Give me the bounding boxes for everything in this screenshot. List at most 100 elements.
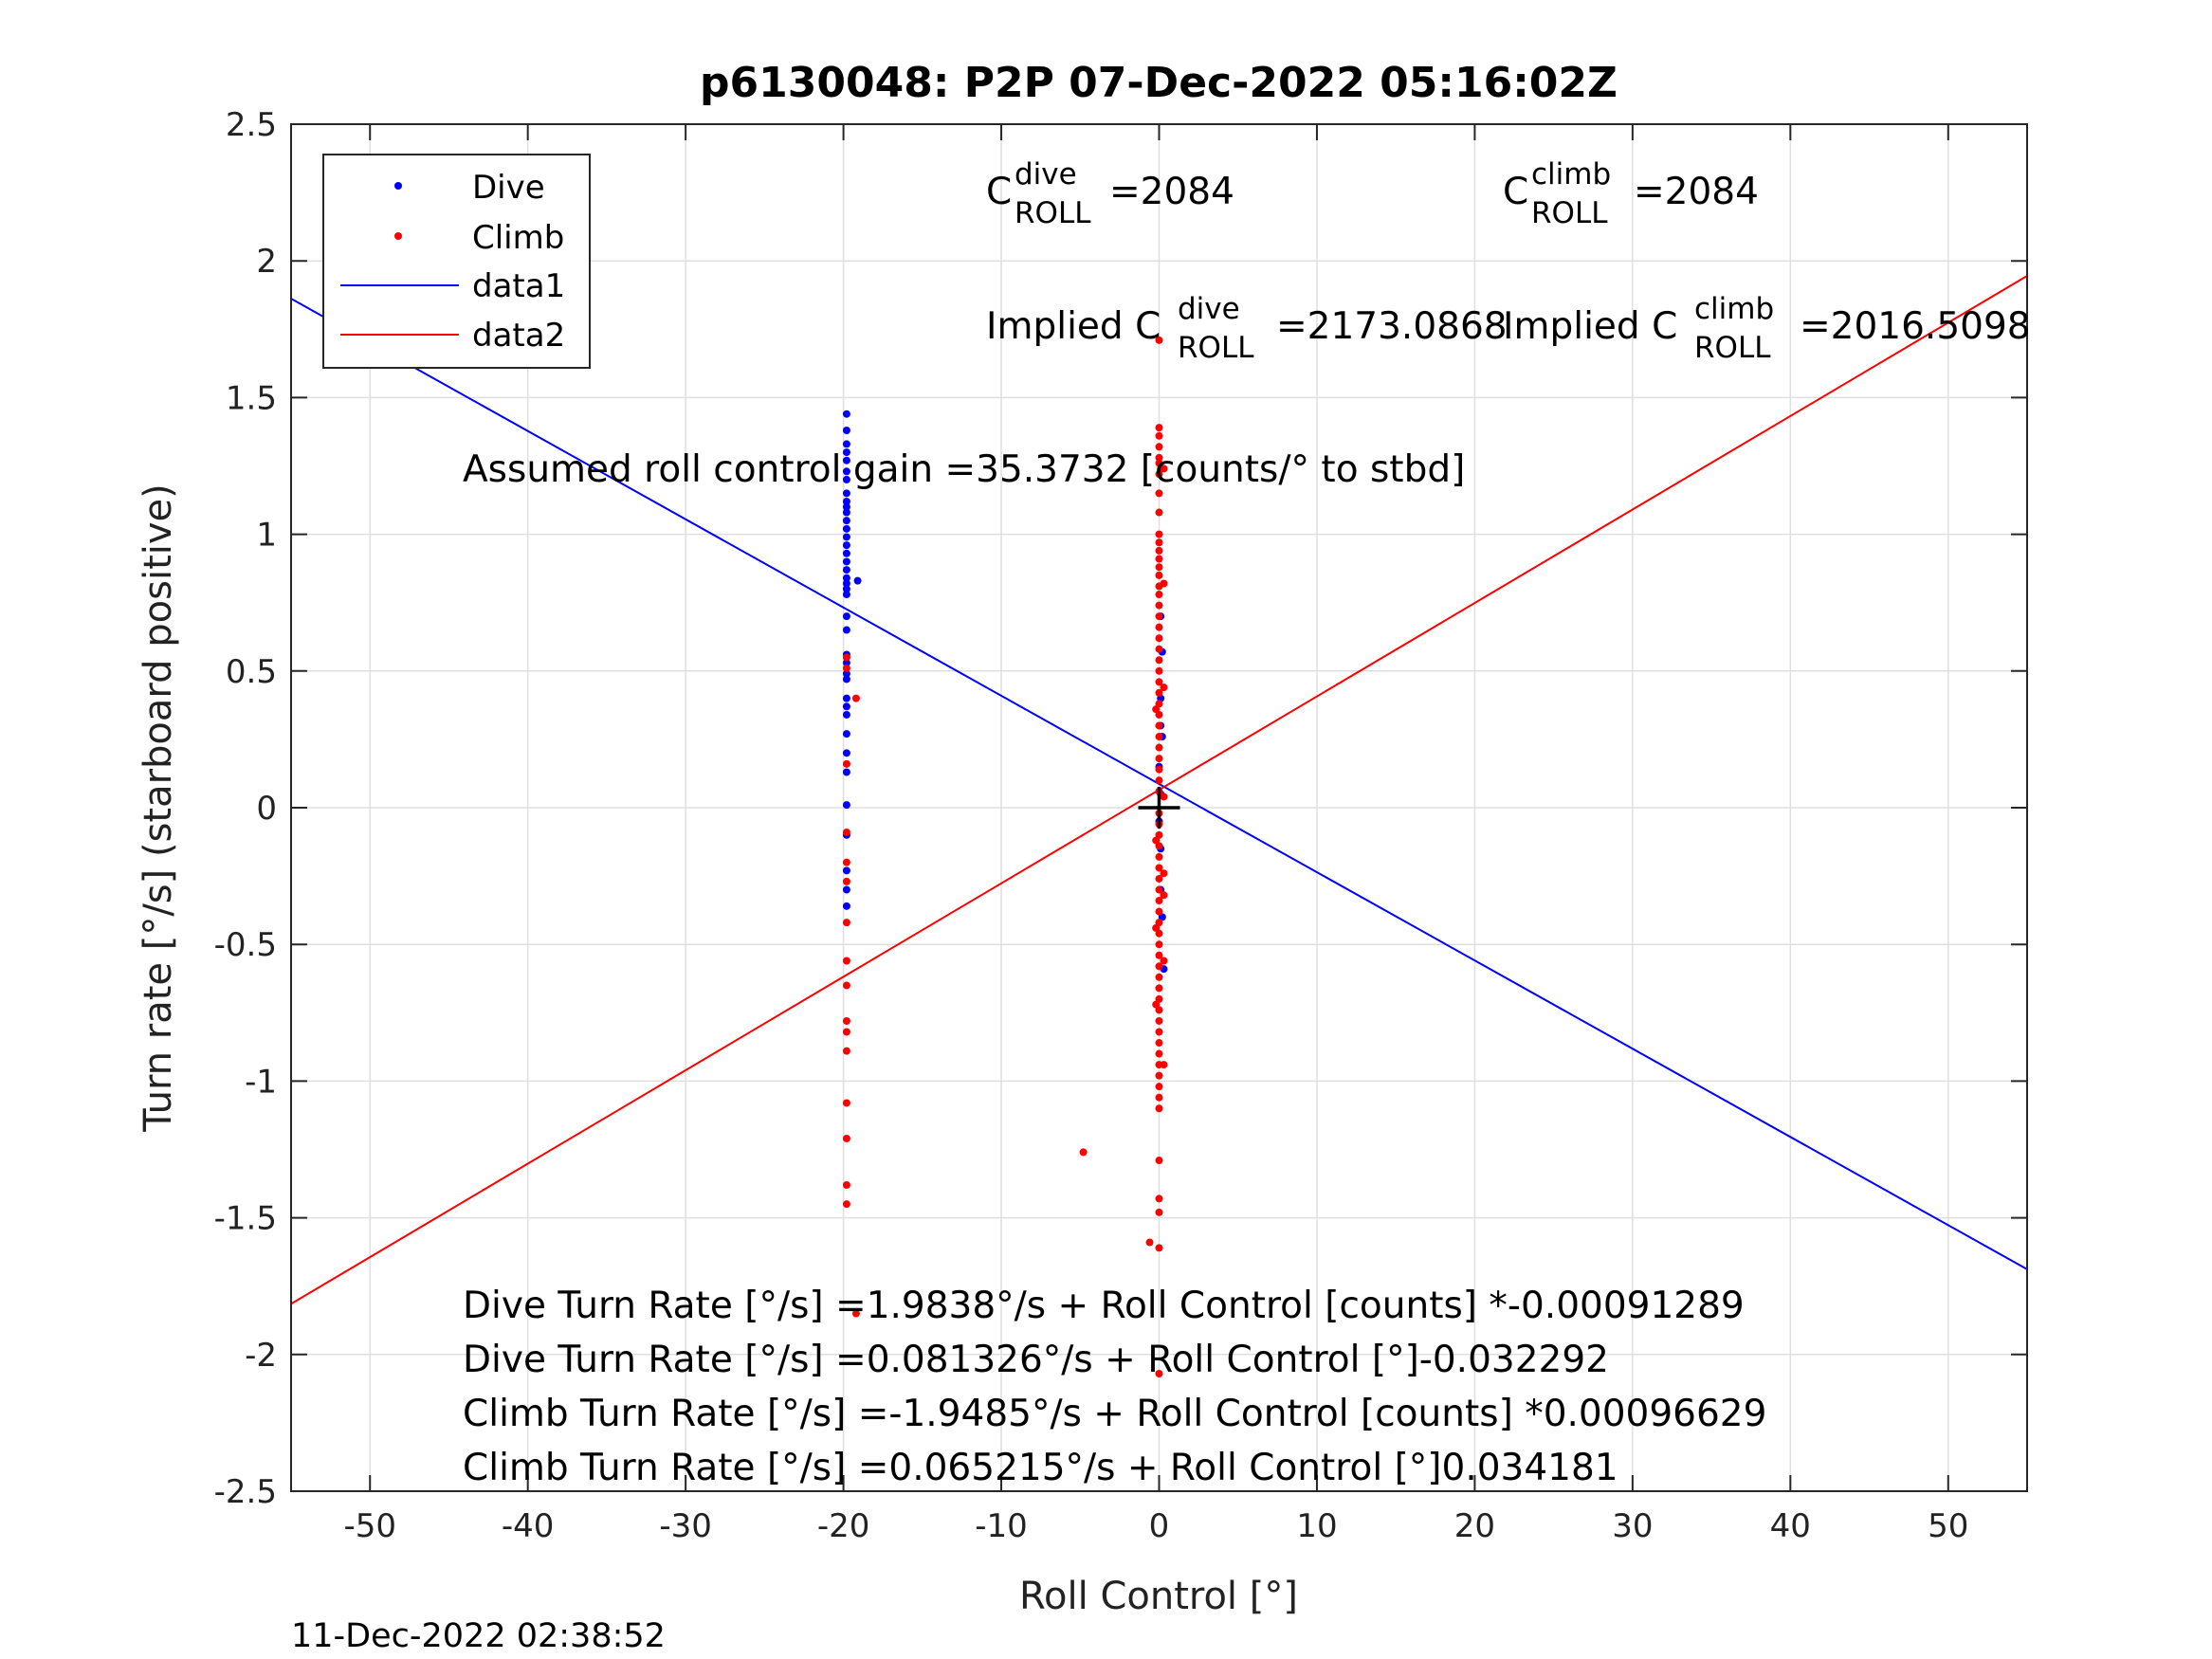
- point-climb: [1160, 891, 1168, 900]
- point-dive: [842, 524, 850, 533]
- point-climb: [1155, 555, 1163, 563]
- point-climb: [1155, 733, 1163, 741]
- point-climb: [842, 981, 850, 990]
- data-points: [842, 336, 1168, 1377]
- point-climb: [1155, 571, 1163, 579]
- implied-climb-value: =2016.5098: [1800, 305, 2031, 348]
- annotation-c-climb: C climb ROLL =2084: [1503, 157, 1759, 230]
- axis-ticks: -50 -40 -30 -20 -10 0 10 20 30 40 50-2.5-2-1.5-1-0…: [214, 106, 2027, 1545]
- point-dive: [842, 902, 850, 910]
- point-climb: [1155, 656, 1163, 665]
- point-climb: [1155, 459, 1163, 467]
- point-climb: [1155, 765, 1163, 774]
- point-climb: [1155, 1208, 1163, 1216]
- point-dive: [842, 591, 850, 599]
- point-climb: [1155, 907, 1163, 916]
- point-climb: [842, 1028, 850, 1036]
- origin-marker: [1138, 787, 1180, 829]
- point-climb: [1155, 1071, 1163, 1080]
- x-tick-label: 40: [1770, 1507, 1811, 1545]
- x-tick-label: -30: [659, 1507, 712, 1545]
- point-dive: [842, 694, 850, 702]
- x-tick-label: -40: [502, 1507, 555, 1545]
- point-dive: [842, 866, 850, 875]
- point-dive: [842, 502, 850, 511]
- point-climb: [1155, 678, 1163, 686]
- point-climb: [1155, 612, 1163, 621]
- y-tick-label: 2: [256, 243, 277, 281]
- point-climb: [842, 1180, 850, 1189]
- x-tick-label: 20: [1454, 1507, 1495, 1545]
- point-climb: [1152, 836, 1161, 845]
- implied-dive-main: Implied C: [986, 305, 1161, 348]
- point-climb: [1160, 793, 1168, 801]
- point-climb: [842, 759, 850, 768]
- point-dive: [842, 585, 850, 593]
- point-climb: [1155, 453, 1163, 462]
- legend-item-dive: Dive: [472, 169, 545, 207]
- point-climb: [1155, 1194, 1163, 1203]
- point-climb: [1155, 776, 1163, 785]
- point-climb: [1079, 1148, 1088, 1157]
- point-climb: [851, 694, 860, 702]
- point-climb: [1155, 1369, 1163, 1377]
- c-climb-main: C: [1503, 171, 1528, 213]
- x-axis-label: Roll Control [°]: [1019, 1575, 1298, 1618]
- point-dive: [842, 533, 850, 541]
- implied-dive-value: =2173.0868: [1276, 305, 1508, 348]
- c-dive-main: C: [986, 171, 1012, 213]
- point-climb: [851, 1309, 860, 1318]
- point-climb: [1155, 530, 1163, 538]
- point-dive: [842, 659, 850, 667]
- point-climb: [1155, 743, 1163, 752]
- point-dive: [842, 574, 850, 582]
- y-tick-label: 1: [256, 517, 277, 555]
- point-climb: [1155, 940, 1163, 949]
- point-climb: [842, 919, 850, 927]
- point-climb: [1155, 951, 1163, 959]
- legend: Dive Climb data1 data2: [322, 154, 591, 369]
- point-climb: [1155, 962, 1163, 971]
- point-dive: [842, 448, 850, 457]
- point-dive: [842, 410, 850, 418]
- point-climb: [1155, 431, 1163, 440]
- point-climb: [1155, 1049, 1163, 1058]
- point-climb: [1155, 666, 1163, 675]
- point-dive: [842, 489, 850, 498]
- implied-climb-sub: ROLL: [1694, 331, 1771, 365]
- chart-title: p6130048: P2P 07-Dec-2022 05:16:02Z: [700, 59, 1618, 107]
- implied-dive-sup: dive: [1178, 292, 1240, 326]
- point-climb: [1155, 1104, 1163, 1113]
- point-dive: [842, 669, 850, 678]
- point-dive: [842, 475, 850, 483]
- point-climb: [1155, 634, 1163, 643]
- legend-item-data2: data2: [472, 317, 565, 355]
- point-dive: [842, 730, 850, 738]
- x-tick-label: -10: [975, 1507, 1028, 1545]
- point-dive: [842, 557, 850, 566]
- point-climb: [842, 1099, 850, 1107]
- annotation-implied-climb: Implied C climb ROLL =2016.5098: [1503, 292, 2031, 365]
- point-dive: [842, 702, 850, 711]
- point-climb: [1152, 923, 1161, 932]
- point-climb: [1155, 443, 1163, 451]
- point-climb: [1155, 1016, 1163, 1025]
- implied-dive-sub: ROLL: [1178, 331, 1254, 365]
- point-climb: [1155, 336, 1163, 344]
- point-dive: [842, 801, 850, 810]
- point-climb: [1160, 869, 1168, 878]
- point-dive: [842, 579, 850, 588]
- point-dive: [842, 497, 850, 505]
- equation-2: Dive Turn Rate [°/s] =0.081326°/s + Roll…: [463, 1339, 1609, 1381]
- point-climb: [1155, 721, 1163, 730]
- y-tick-label: 2.5: [226, 106, 277, 144]
- timestamp: 11-Dec-2022 02:38:52: [291, 1617, 666, 1655]
- point-climb: [1155, 755, 1163, 763]
- point-dive: [842, 440, 850, 448]
- x-tick-label: -50: [343, 1507, 396, 1545]
- point-climb: [1155, 645, 1163, 653]
- point-climb: [1155, 1093, 1163, 1102]
- implied-climb-main: Implied C: [1503, 305, 1677, 348]
- point-climb: [1152, 1000, 1161, 1009]
